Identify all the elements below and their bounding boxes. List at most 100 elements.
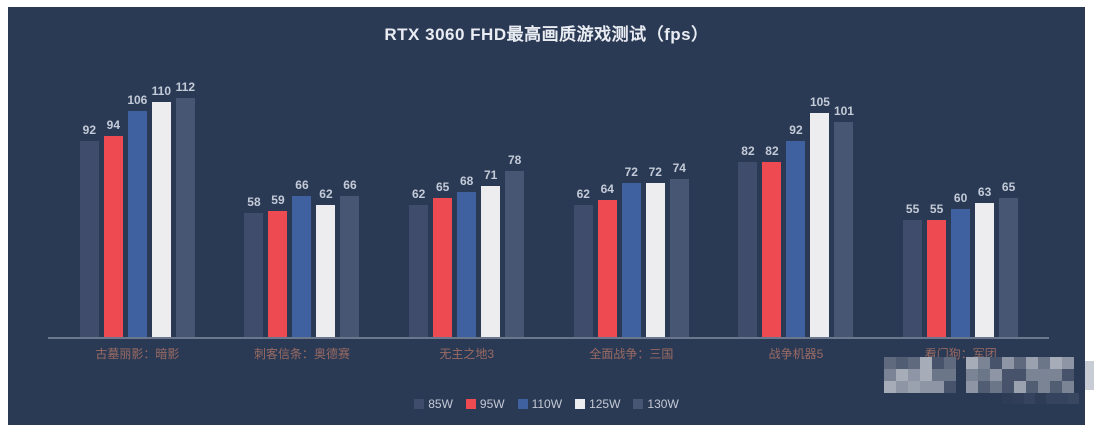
legend-item[interactable]: 95W	[465, 397, 505, 411]
mosaic-cell	[1026, 369, 1038, 381]
mosaic-block	[1002, 393, 1079, 404]
bar	[457, 192, 477, 337]
x-axis-line	[48, 337, 1049, 339]
mosaic-cell	[944, 357, 956, 369]
mosaic-cell	[920, 357, 932, 369]
mosaic-cell	[1046, 393, 1057, 404]
bar	[505, 171, 525, 337]
bar	[762, 162, 782, 337]
bar-column: 63	[975, 185, 995, 337]
value-label: 65	[1001, 180, 1016, 194]
mosaic-cell	[978, 357, 990, 369]
bar	[103, 136, 123, 337]
mosaic-cell	[884, 357, 896, 369]
bar-column: 55	[903, 202, 923, 337]
bar	[316, 205, 336, 337]
mosaic-cell	[1035, 393, 1046, 404]
bar-column: 94	[103, 118, 123, 337]
bar	[151, 102, 171, 337]
bar-column: 101	[833, 104, 854, 337]
plot-area: 92 94 106 110 112 58 59 66 62 66 62 65 68 71 78 62 64 72 7…	[55, 80, 1043, 337]
bar-column: 74	[669, 161, 689, 337]
bar-column: 64	[597, 182, 617, 337]
mosaic-cell	[1024, 393, 1035, 404]
bar-group: 82 82 92 105 101	[738, 95, 854, 337]
value-label: 101	[833, 104, 854, 118]
bar	[903, 220, 923, 337]
legend-item[interactable]: 85W	[414, 397, 453, 411]
value-label: 68	[459, 174, 474, 188]
legend-label: 85W	[428, 397, 453, 411]
value-label: 64	[600, 182, 614, 196]
bar-group: 92 94 106 110 112	[79, 80, 196, 337]
bar	[975, 203, 995, 337]
bar-column: 58	[244, 195, 264, 337]
mosaic-cell	[1038, 369, 1050, 381]
mosaic-cell	[1002, 381, 1014, 393]
bar-column: 62	[573, 187, 593, 337]
mosaic-cell	[990, 357, 1002, 369]
bar-column: 62	[409, 187, 429, 337]
value-label: 106	[127, 93, 148, 107]
legend-label: 130W	[647, 397, 679, 411]
chart-title: RTX 3060 FHD最高画质游戏测试（fps）	[384, 25, 709, 44]
value-label: 55	[905, 202, 920, 216]
bar-group: 62 65 68 71 78	[409, 153, 525, 337]
category-label: 全面战争：三国	[589, 347, 674, 361]
legend-swatch	[633, 399, 644, 409]
legend-swatch	[517, 399, 528, 409]
value-label: 66	[343, 178, 357, 192]
mosaic-cell	[1038, 381, 1050, 393]
bar-column: 66	[340, 178, 360, 337]
mosaic-cell	[1057, 393, 1068, 404]
value-label: 112	[175, 80, 196, 94]
bar-column: 110	[152, 84, 171, 337]
mosaic-cell	[896, 369, 908, 381]
bar	[409, 205, 429, 337]
legend-item[interactable]: 125W	[575, 397, 620, 411]
bar-column: 65	[433, 180, 453, 337]
value-label: 62	[576, 187, 590, 201]
mosaic-cell	[966, 369, 978, 381]
mosaic-cell	[932, 369, 944, 381]
mosaic-cell	[896, 357, 908, 369]
legend-label: 95W	[479, 397, 505, 411]
legend-item[interactable]: 110W	[517, 397, 562, 411]
mosaic-cell	[990, 381, 1002, 393]
bar-column: 72	[645, 165, 665, 337]
value-label: 55	[929, 202, 944, 216]
value-label: 72	[624, 165, 638, 179]
bar-column: 66	[292, 178, 312, 337]
bar	[597, 200, 617, 337]
legend-item[interactable]: 130W	[633, 397, 679, 411]
bar	[433, 198, 453, 337]
mosaic-cell	[1050, 357, 1062, 369]
value-label: 58	[247, 195, 261, 209]
mosaic-cell	[1026, 381, 1038, 393]
bar	[244, 213, 264, 337]
mosaic-cell	[896, 381, 908, 393]
value-label: 82	[765, 144, 779, 158]
category-label: 战争机器5	[768, 347, 824, 361]
bar-group: 62 64 72 72 74	[573, 161, 689, 337]
mosaic-cell	[1002, 393, 1013, 404]
mosaic-cell	[884, 369, 896, 381]
legend-label: 125W	[589, 397, 621, 411]
bar-column: 71	[481, 168, 501, 337]
mosaic-cell	[932, 357, 944, 369]
bar	[951, 209, 971, 337]
mosaic-cell	[944, 381, 956, 393]
mosaic-cell	[1014, 369, 1026, 381]
value-label: 110	[151, 84, 172, 98]
value-label: 65	[435, 180, 450, 194]
mosaic-cell	[932, 381, 944, 393]
bar	[79, 141, 99, 337]
bar-column: 65	[999, 180, 1019, 337]
value-label: 82	[741, 144, 755, 158]
mosaic-cell	[1050, 369, 1062, 381]
watermark-sliver	[1085, 361, 1094, 390]
bar	[175, 98, 195, 337]
legend-swatch	[414, 399, 425, 409]
value-label: 71	[483, 168, 498, 182]
mosaic-cell	[978, 369, 990, 381]
